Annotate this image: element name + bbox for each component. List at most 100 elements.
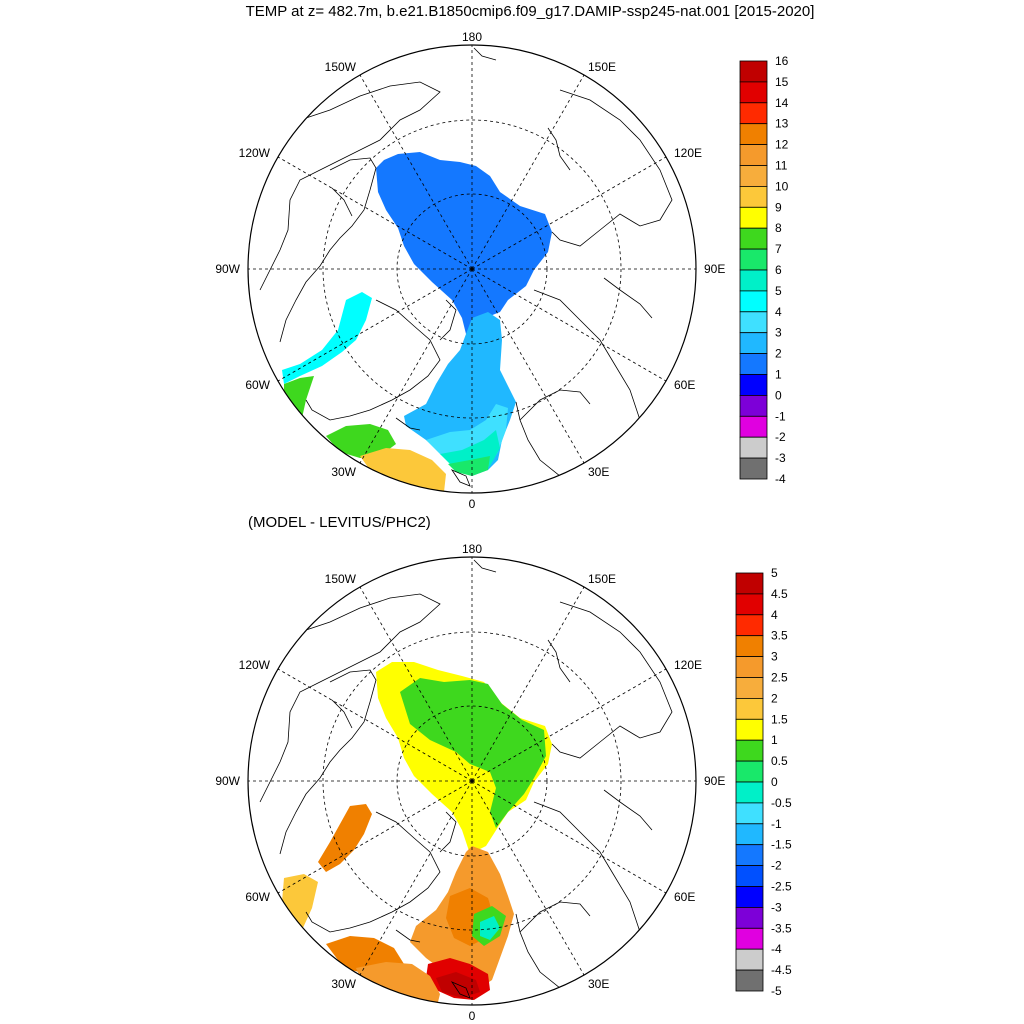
colorbar-top-tick-label: -2 [775, 430, 786, 444]
colorbar-top-tick-label: 1 [775, 368, 782, 382]
colorbar-bottom-swatch [735, 697, 764, 720]
colorbar-top-swatch [739, 332, 768, 355]
colorbar-top-tick-label: 5 [775, 284, 782, 298]
colorbar-top-swatch [739, 123, 768, 145]
colorbar-top-tick-label: -4 [775, 472, 786, 486]
north-atlantic-yellow [360, 448, 446, 493]
lon-label-mid-lower-left: 60W [245, 378, 270, 392]
colorbar-bottom-tick-label: 2 [771, 691, 778, 705]
colorbar-top-swatch [739, 206, 768, 229]
colorbar-bottom-swatch [735, 718, 764, 741]
colorbar-bottom-swatch [735, 948, 764, 971]
colorbar-bottom-swatch [735, 781, 764, 804]
colorbar-bottom-tick-label: 2.5 [771, 671, 788, 685]
colorbar-top-tick-label: 7 [775, 242, 782, 256]
lon-label-right: 90E [704, 774, 725, 788]
colorbar-bottom-swatch [735, 802, 764, 825]
colorbar-top-tick-label: 16 [775, 54, 789, 68]
colorbar-top-tick-label: 10 [775, 179, 789, 193]
colorbar-bottom-tick-label: 4 [771, 608, 778, 622]
colorbar-top-tick-label: 9 [775, 200, 782, 214]
lon-label-upper-left: 150W [325, 572, 357, 586]
colorbar-bottom-tick-label: -1.5 [771, 838, 792, 852]
colorbar-top-swatch [739, 415, 768, 438]
colorbar-top-tick-label: 11 [775, 159, 788, 173]
colorbar-top-tick-label: 8 [775, 221, 782, 235]
nordic-green-edge [448, 456, 490, 476]
colorbar-top-tick-label: 15 [775, 75, 789, 89]
lon-label-mid-upper-right: 120E [674, 658, 702, 672]
colorbar-bottom-swatch [735, 886, 764, 908]
colorbar-bottom-swatch [735, 739, 764, 762]
colorbar-bottom-swatch [735, 614, 764, 637]
bottom-polar-map: 180 0 90W 90E 150W 150E 120W 120E 60W 60… [215, 542, 792, 1023]
colorbar-bottom-tick-label: -1 [771, 817, 782, 831]
colorbar-top-swatch [739, 353, 768, 375]
colorbar-bottom-tick-label: 3 [771, 650, 778, 664]
baffin-bay-field [282, 292, 372, 384]
arctic-diff-green [400, 678, 546, 828]
lon-label-top: 180 [462, 542, 482, 556]
colorbar-bottom-swatch [735, 656, 764, 678]
colorbar-top-tick-label: 12 [775, 138, 789, 152]
atlantic-diff-lightorange [356, 962, 440, 1005]
north-atlantic-green [326, 424, 396, 458]
colorbar-bottom-tick-label: 1.5 [771, 712, 788, 726]
lon-label-bottom: 0 [469, 1009, 476, 1023]
lon-label-left: 90W [215, 262, 240, 276]
lon-label-top: 180 [462, 30, 482, 44]
colorbar-bottom-swatch [735, 969, 764, 992]
colorbar-bottom-swatch [735, 593, 764, 616]
colorbar-top-tick-label: 0 [775, 388, 782, 402]
colorbar-top-tick-label: 3 [775, 326, 782, 340]
colorbar-bottom-swatch [735, 865, 764, 887]
colorbar-bottom-tick-label: -2.5 [771, 880, 792, 894]
colorbar-top-swatch [739, 144, 768, 166]
lon-label-mid-upper-right: 120E [674, 146, 702, 160]
arctic-basin-field [376, 152, 552, 334]
lon-label-lower-right: 30E [588, 465, 609, 479]
lon-label-upper-right: 150E [588, 60, 616, 74]
colorbar-top-swatch [739, 311, 768, 334]
colorbar-top-swatch [739, 227, 768, 250]
colorbar-top-swatch [739, 185, 768, 208]
colorbar-bottom-tick-label: -0.5 [771, 796, 792, 810]
colorbar-bottom-tick-label: -4.5 [771, 963, 792, 977]
lon-label-mid-lower-right: 60E [674, 378, 695, 392]
lon-label-lower-left: 30W [331, 465, 356, 479]
colorbar-top-tick-label: 4 [775, 305, 782, 319]
lon-label-mid-lower-right: 60E [674, 890, 695, 904]
colorbar-top-swatch [739, 102, 768, 125]
lon-label-mid-upper-left: 120W [239, 146, 271, 160]
colorbar-bottom-swatch [735, 844, 764, 867]
colorbar-bottom-tick-label: -2 [771, 859, 782, 873]
colorbar-top-swatch [739, 60, 768, 83]
colorbar-bottom: 5 4.5 4 3.5 3 2.5 2 1.5 1 0.5 0 -0.5 -1 -1.5 -2 -2.5 -3 -… [735, 566, 792, 998]
colorbar-bottom-tick-label: -3.5 [771, 921, 792, 935]
colorbar-top-tick-label: 14 [775, 96, 789, 110]
lon-label-left: 90W [215, 774, 240, 788]
colorbar-top-swatch [739, 248, 768, 271]
colorbar-bottom-swatch [735, 823, 764, 846]
colorbar-top-swatch [739, 165, 768, 187]
colorbar-bottom-tick-label: -5 [771, 984, 782, 998]
colorbar-top-swatch [739, 394, 768, 417]
top-polar-map: 180 0 90W 90E 150W 150E 120W 120E 60W 60… [215, 30, 789, 511]
lon-label-right: 90E [704, 262, 725, 276]
colorbar-bottom-tick-label: 0.5 [771, 754, 788, 768]
plot-title: TEMP at z= 482.7m, b.e21.B1850cmip6.f09_… [245, 3, 815, 20]
colorbar-bottom-tick-label: 3.5 [771, 629, 788, 643]
colorbar-bottom-tick-label: 4.5 [771, 587, 788, 601]
colorbar-top-tick-label: -3 [775, 451, 786, 465]
labrador-diff-yellow [282, 874, 318, 930]
colorbar-bottom-tick-label: -3 [771, 900, 782, 914]
colorbar-bottom-tick-label: 5 [771, 566, 778, 580]
difference-subtitle: (MODEL - LEVITUS/PHC2) [248, 514, 431, 531]
lon-label-upper-left: 150W [325, 60, 357, 74]
lon-label-upper-right: 150E [588, 572, 616, 586]
colorbar-bottom-swatch [735, 927, 764, 950]
colorbar-top-tick-label: 2 [775, 347, 782, 361]
colorbar-bottom-tick-label: -4 [771, 942, 782, 956]
colorbar-top-tick-label: -1 [775, 409, 786, 423]
